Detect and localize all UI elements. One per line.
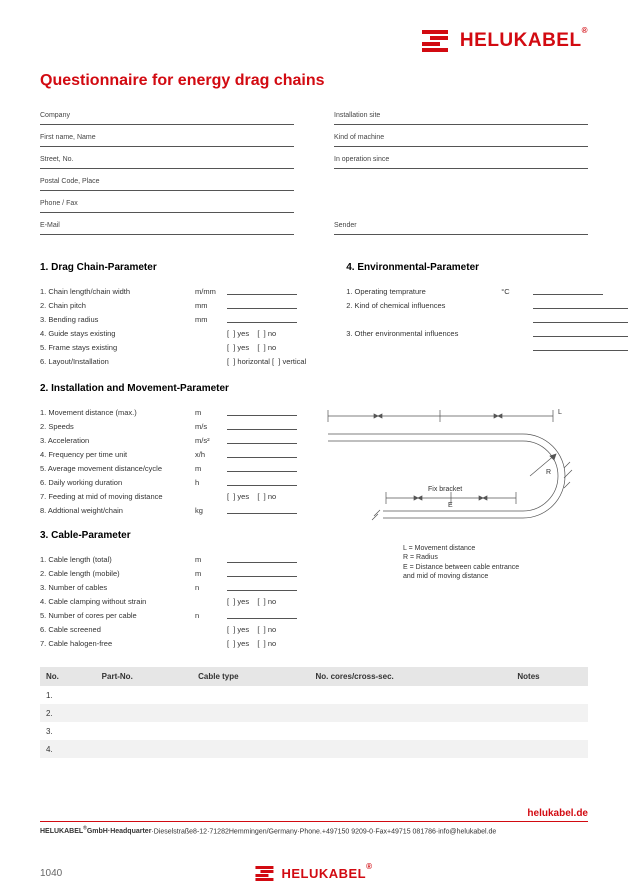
- param-row: 5. Average movement distance/cyclem: [40, 462, 300, 474]
- input-line[interactable]: [227, 301, 297, 309]
- table-header: Cable type: [192, 667, 309, 686]
- section3-heading: 3. Cable-Parameter: [40, 530, 300, 541]
- param-row: 2. Kind of chemical influences: [346, 299, 628, 311]
- section2-heading: 2. Installation and Movement-Parameter: [40, 383, 588, 394]
- param-row: 6. Daily working durationh: [40, 476, 300, 488]
- input-line[interactable]: [227, 478, 297, 486]
- param-row: 6. Cable screened[ ] yes [ ] no: [40, 623, 300, 635]
- input-line[interactable]: [227, 555, 297, 563]
- input-line[interactable]: [227, 583, 297, 591]
- param-row: 7. Cable halogen-free[ ] yes [ ] no: [40, 637, 300, 649]
- svg-text:R: R: [546, 469, 551, 476]
- footer-logo: HELUKABEL®: [255, 866, 372, 881]
- input-line[interactable]: [227, 422, 297, 430]
- param-row: 7. Feeding at mid of moving distance[ ] …: [40, 490, 300, 502]
- input-line[interactable]: [227, 315, 297, 323]
- contact-field[interactable]: E-Mail: [40, 222, 294, 235]
- param-row: 4. Cable clamping without strain[ ] yes …: [40, 595, 300, 607]
- param-row: 3. Accelerationm/s²: [40, 434, 300, 446]
- legend-line: R = Radius: [403, 553, 588, 562]
- input-line[interactable]: [227, 436, 297, 444]
- contact-field[interactable]: [334, 178, 588, 191]
- section4-heading: 4. Environmental-Parameter: [346, 262, 628, 273]
- param-row: 6. Layout/Installation[ ] horizontal [ ]…: [40, 355, 306, 367]
- input-line[interactable]: [533, 301, 628, 309]
- contact-field[interactable]: Street, No.: [40, 156, 294, 169]
- header-logo: HELUKABEL®: [40, 30, 588, 52]
- param-row: 3. Bending radiusmm: [40, 313, 306, 325]
- table-header: Part-No.: [96, 667, 192, 686]
- site-link[interactable]: helukabel.de: [40, 808, 588, 822]
- legend-line: E = Distance between cable entrance: [403, 563, 588, 572]
- param-row: 5. Number of cores per cablen: [40, 609, 300, 621]
- param-row: 1. Operating temprature°C: [346, 285, 628, 297]
- section1-heading: 1. Drag Chain-Parameter: [40, 262, 306, 273]
- param-row: 1. Movement distance (max.)m: [40, 406, 300, 418]
- brand-name: HELUKABEL®: [460, 30, 588, 52]
- legend-line: and mid of moving distance: [403, 572, 588, 581]
- param-row: 2. Chain pitchmm: [40, 299, 306, 311]
- input-line[interactable]: [227, 506, 297, 514]
- input-line[interactable]: [533, 343, 628, 351]
- input-line[interactable]: [227, 408, 297, 416]
- contact-field[interactable]: Company: [40, 112, 294, 125]
- footer-address: HELUKABEL®GmbH·Headquarter·Dieselstraße8…: [40, 826, 588, 835]
- fix-bracket-label: Fix bracket: [428, 486, 462, 493]
- legend-line: L = Movement distance: [403, 544, 588, 553]
- contact-block: Company First name, Name Street, No. Postal…: [40, 112, 588, 244]
- param-row: 3. Number of cablesn: [40, 581, 300, 593]
- param-row: 2. Cable length (mobile)m: [40, 567, 300, 579]
- table-row[interactable]: 4.: [40, 740, 588, 758]
- table-header: No.: [40, 667, 96, 686]
- contact-field[interactable]: In operation since: [334, 156, 588, 169]
- param-row: 5. Frame stays existing[ ] yes [ ] no: [40, 341, 306, 353]
- input-line[interactable]: [533, 287, 603, 295]
- page-title: Questionnaire for energy drag chains: [40, 72, 588, 90]
- logo-mark-icon: [422, 30, 448, 52]
- param-row: 1. Cable length (total)m: [40, 553, 300, 565]
- input-line[interactable]: [227, 611, 297, 619]
- input-line[interactable]: [227, 287, 297, 295]
- svg-text:E: E: [448, 502, 453, 509]
- contact-field[interactable]: Installation site: [334, 112, 588, 125]
- input-line[interactable]: [227, 569, 297, 577]
- input-line[interactable]: [227, 464, 297, 472]
- param-row: 2. Speedsm/s: [40, 420, 300, 432]
- param-row: 4. Frequency per time unitx/h: [40, 448, 300, 460]
- param-row: 8. Addtional weight/chainkg: [40, 504, 300, 516]
- input-line[interactable]: [533, 315, 628, 323]
- param-row: 1. Chain length/chain widthm/mm: [40, 285, 306, 297]
- table-row[interactable]: 1.: [40, 686, 588, 704]
- param-row: [346, 341, 628, 353]
- drag-chain-diagram: L: [318, 406, 588, 582]
- input-line[interactable]: [533, 329, 628, 337]
- svg-text:L: L: [558, 409, 562, 416]
- contact-field[interactable]: Sender: [334, 222, 588, 235]
- table-header: No. cores/cross-sec.: [309, 667, 511, 686]
- param-row: 4. Guide stays existing[ ] yes [ ] no: [40, 327, 306, 339]
- cable-spec-table: No.Part-No.Cable typeNo. cores/cross-sec…: [40, 667, 588, 758]
- table-row[interactable]: 3.: [40, 722, 588, 740]
- contact-field[interactable]: First name, Name: [40, 134, 294, 147]
- contact-field[interactable]: Postal Code, Place: [40, 178, 294, 191]
- param-row: 3. Other environmental influences: [346, 327, 628, 339]
- contact-field[interactable]: Phone / Fax: [40, 200, 294, 213]
- contact-field[interactable]: [334, 200, 588, 213]
- table-header: Notes: [511, 667, 588, 686]
- table-row[interactable]: 2.: [40, 704, 588, 722]
- param-row: [346, 313, 628, 325]
- contact-field[interactable]: Kind of machine: [334, 134, 588, 147]
- page-number: 1040: [40, 868, 62, 879]
- input-line[interactable]: [227, 450, 297, 458]
